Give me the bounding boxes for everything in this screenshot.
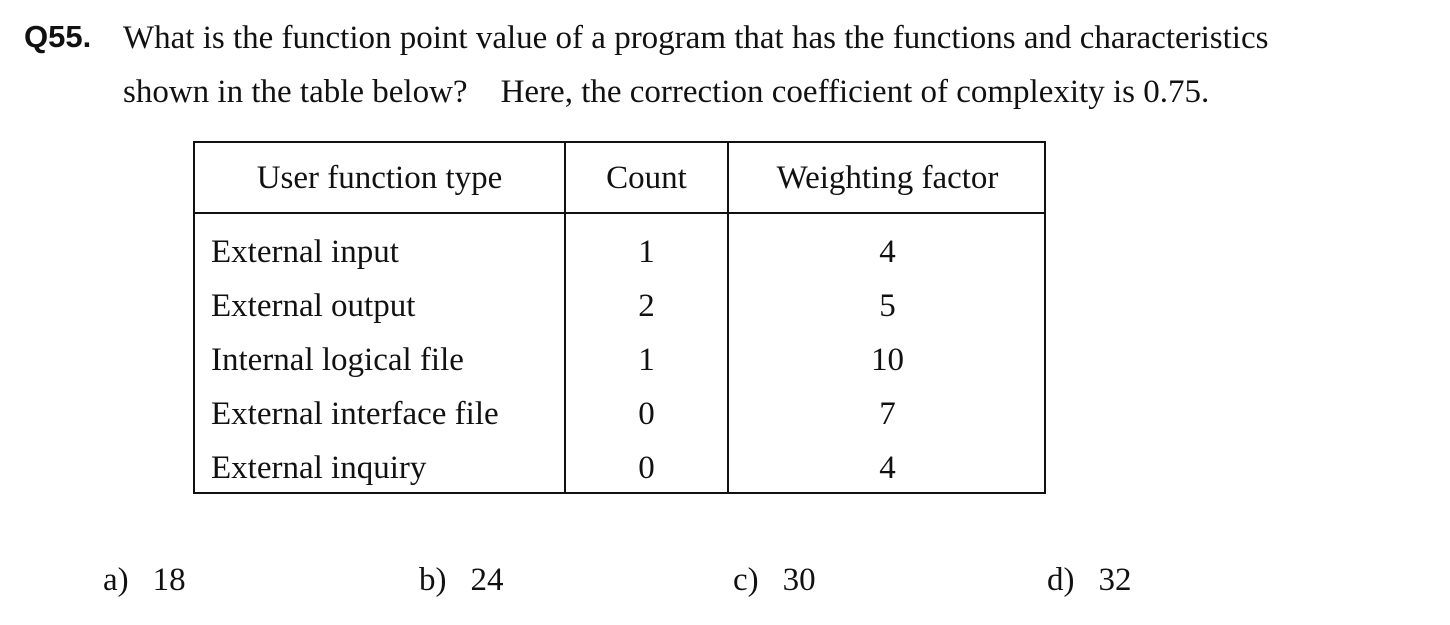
- row-count: 0: [638, 450, 655, 486]
- choice-value: 24: [470, 562, 504, 598]
- row-function-type: External output: [211, 288, 416, 324]
- row-weight: 4: [879, 450, 896, 486]
- row-function-type: External inquiry: [211, 450, 427, 486]
- choice-value: 30: [782, 562, 816, 598]
- choice-letter: d): [1047, 562, 1075, 598]
- table-row: External input 1 4: [195, 232, 1044, 286]
- row-count: 2: [638, 288, 655, 324]
- header-divider: [195, 212, 1044, 214]
- row-count: 1: [638, 234, 655, 270]
- row-weight: 10: [871, 342, 904, 378]
- choice-letter: c): [733, 562, 759, 598]
- function-point-table: User function type Count Weighting facto…: [193, 141, 1046, 494]
- row-weight: 7: [879, 396, 896, 432]
- question-text-line-1: What is the function point value of a pr…: [123, 20, 1269, 56]
- row-count: 1: [638, 342, 655, 378]
- column-divider: [564, 143, 566, 492]
- question-text-line-2: shown in the table below? Here, the corr…: [123, 74, 1210, 110]
- choice-value: 32: [1098, 562, 1132, 598]
- table-row: External interface file 0 7: [195, 394, 1044, 448]
- header-weighting-factor: Weighting factor: [776, 160, 999, 196]
- table-row: Internal logical file 1 10: [195, 340, 1044, 394]
- choice-value: 18: [152, 562, 186, 598]
- table-row: External inquiry 0 4: [195, 448, 1044, 502]
- question-number: Q55.: [24, 19, 92, 54]
- header-user-function-type: User function type: [256, 160, 503, 196]
- row-function-type: Internal logical file: [211, 342, 464, 378]
- row-weight: 5: [879, 288, 896, 324]
- answer-choice-a[interactable]: a) 18: [103, 560, 186, 600]
- row-function-type: External input: [211, 234, 399, 270]
- choice-letter: b): [419, 562, 447, 598]
- table-row: External output 2 5: [195, 286, 1044, 340]
- answer-choice-b[interactable]: b) 24: [419, 560, 504, 600]
- answer-choice-c[interactable]: c) 30: [733, 560, 816, 600]
- choice-letter: a): [103, 562, 129, 598]
- row-function-type: External interface file: [211, 396, 499, 432]
- row-count: 0: [638, 396, 655, 432]
- answer-choice-d[interactable]: d) 32: [1047, 560, 1132, 600]
- row-weight: 4: [879, 234, 896, 270]
- header-count: Count: [606, 160, 687, 196]
- column-divider: [727, 143, 729, 492]
